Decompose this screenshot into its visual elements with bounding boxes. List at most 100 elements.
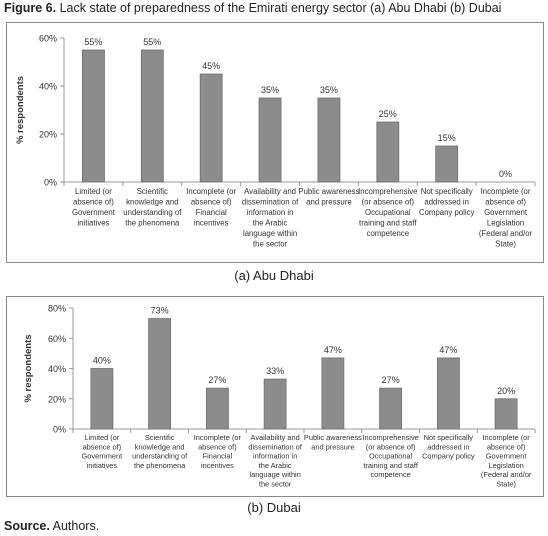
- abu-dhabi-category-label-line: absence of): [73, 198, 114, 207]
- dubai-bar: [436, 357, 460, 430]
- dubai-category-label-line: absence of): [487, 442, 526, 451]
- abu-dhabi-bar: [199, 73, 223, 183]
- abu-dhabi-y-tick-label: 40%: [39, 82, 57, 92]
- abu-dhabi-category-label: Public awareness and pressure: [298, 187, 359, 207]
- dubai-category-label-line: the phenomena: [134, 461, 186, 470]
- abu-dhabi-category-label-line: dissemination of: [242, 198, 299, 207]
- dubai-category-label-line: the sector: [259, 480, 292, 489]
- dubai-category-label: Incomplete (or absence of) Financial incent…: [194, 433, 242, 470]
- abu-dhabi-data-label: 55%: [143, 37, 161, 47]
- abu-dhabi-category-label-line: Government: [484, 208, 528, 217]
- abu-dhabi-y-tick-label: 60%: [39, 34, 57, 44]
- dubai-category-label: Incomprehensive (or absence of) Occupation…: [362, 433, 418, 479]
- dubai-data-label: 47%: [324, 345, 342, 355]
- abu-dhabi-category-label-line: Government: [72, 208, 116, 217]
- abu-dhabi-bar: [258, 97, 282, 183]
- dubai-category-label: Limited (or absence of) Government initiati…: [82, 433, 123, 470]
- chart-caption-dubai: (b) Dubai: [247, 500, 301, 515]
- dubai-category-label-line: dissemination of: [248, 442, 302, 451]
- figure-title-text: Lack state of preparedness of the Emirat…: [56, 1, 502, 15]
- dubai-category-label-line: Public awareness: [304, 433, 362, 442]
- dubai-category-label-line: Company policy: [422, 452, 475, 461]
- abu-dhabi-category-label-line: absence of): [485, 198, 526, 207]
- dubai-category-label-line: initiatives: [87, 461, 118, 470]
- abu-dhabi-category-label-line: and pressure: [306, 198, 352, 207]
- abu-dhabi-category-label-line: language within: [243, 229, 297, 238]
- abu-dhabi-data-label: 0%: [499, 169, 512, 179]
- abu-dhabi-data-label: 35%: [320, 85, 338, 95]
- dubai-y-tick-label: 60%: [48, 334, 66, 344]
- chart-panel-abu-dhabi: 0% 20% 40% 60% % respondents 55% Limited (or ab…: [6, 22, 544, 263]
- abu-dhabi-category-label-line: information in: [247, 208, 294, 217]
- dubai-bar: [148, 318, 172, 430]
- dubai-category-label-line: Government: [486, 452, 527, 461]
- dubai-category-label-line: addressed in: [427, 442, 469, 451]
- dubai-bar: [379, 387, 403, 430]
- abu-dhabi-category-label-line: training and staff: [359, 219, 417, 228]
- dubai-category-label-line: language within: [249, 470, 300, 479]
- dubai-category-label-line: (or absence of): [366, 442, 416, 451]
- dubai-bar: [494, 398, 518, 430]
- abu-dhabi-category-label-line: the Arabic: [253, 219, 288, 228]
- abu-dhabi-category-label-line: the sector: [253, 240, 288, 249]
- abu-dhabi-data-label: 35%: [261, 85, 279, 95]
- abu-dhabi-bar: [82, 49, 105, 183]
- abu-dhabi-category-label: Availability and dissemination of informat…: [242, 187, 299, 249]
- dubai-category-label-line: Incomprehensive: [362, 433, 418, 442]
- dubai-category-label-line: Occupational: [369, 452, 412, 461]
- figure-title-label: Figure 6.: [4, 1, 57, 15]
- dubai-data-label: 27%: [208, 375, 226, 385]
- dubai-category-label-line: Financial: [203, 452, 233, 461]
- abu-dhabi-category-label-line: Company policy: [419, 208, 475, 217]
- dubai-y-tick-label: 20%: [48, 394, 66, 404]
- dubai-category-label-line: Government: [82, 452, 123, 461]
- dubai-category-label-line: State): [496, 480, 516, 489]
- source-text: Authors.: [49, 519, 100, 533]
- abu-dhabi-category-label-line: incentives: [194, 219, 229, 228]
- dubai-category-label-line: training and staff: [363, 461, 418, 470]
- dubai-category-label-line: Limited (or: [84, 433, 119, 442]
- abu-dhabi-category-label-line: understanding of: [123, 208, 182, 217]
- abu-dhabi-category-label-line: Public awareness: [298, 187, 359, 196]
- dubai-category-label-line: competence: [370, 470, 410, 479]
- abu-dhabi-category-label: Incomprehensive (or absence of) Occupation…: [358, 187, 417, 238]
- abu-dhabi-category-label-line: (or absence of): [362, 198, 415, 207]
- abu-dhabi-data-label: 45%: [202, 61, 220, 71]
- abu-dhabi-bar: [376, 121, 400, 183]
- abu-dhabi-category-label-line: Incomplete (or: [186, 187, 236, 196]
- abu-dhabi-category-label-line: initiatives: [77, 219, 109, 228]
- abu-dhabi-bar: [140, 49, 164, 183]
- abu-dhabi-category-label: Incomplete (or absence of) Financial incent…: [186, 187, 236, 228]
- abu-dhabi-bar: [317, 97, 341, 183]
- dubai-category-label-line: absence of): [83, 442, 122, 451]
- dubai-data-label: 20%: [497, 386, 515, 396]
- dubai-bar: [263, 378, 287, 430]
- abu-dhabi-category-label-line: Not specifically: [421, 187, 473, 196]
- abu-dhabi-y-tick-label: 0%: [44, 178, 57, 188]
- dubai-category-label-line: Incomplete (or: [483, 433, 531, 442]
- abu-dhabi-data-label: 55%: [84, 37, 102, 47]
- dubai-y-axis-title: % respondents: [23, 334, 34, 402]
- abu-dhabi-category-label-line: Incomplete (or: [481, 187, 531, 196]
- dubai-category-label-line: Not specifically: [424, 433, 474, 442]
- abu-dhabi-bar: [435, 145, 459, 183]
- abu-dhabi-category-label-line: absence of): [191, 198, 232, 207]
- dubai-category-label-line: Scientific: [145, 433, 175, 442]
- dubai-category-label: Public awareness and pressure: [304, 433, 362, 451]
- dubai-y-tick-label: 0%: [53, 425, 66, 435]
- abu-dhabi-category-label-line: Availability and: [244, 187, 296, 196]
- chart-caption-abu-dhabi: (a) Abu Dhabi: [234, 268, 314, 283]
- abu-dhabi-category-label: Scientific knowledge and understanding of t…: [123, 187, 182, 228]
- dubai-y-tick-label: 40%: [48, 364, 66, 374]
- abu-dhabi-category-label-line: Limited (or: [75, 187, 112, 196]
- dubai-category-label-line: information in: [253, 452, 297, 461]
- dubai-category-label-line: understanding of: [132, 452, 188, 461]
- dubai-data-label: 33%: [266, 366, 284, 376]
- abu-dhabi-category-label-line: addressed in: [424, 198, 469, 207]
- abu-dhabi-category-label-line: knowledge and: [126, 198, 178, 207]
- abu-dhabi-category-label-line: Occupational: [365, 208, 411, 217]
- dubai-data-label: 27%: [382, 375, 400, 385]
- abu-dhabi-data-label: 25%: [379, 109, 397, 119]
- dubai-bar: [321, 357, 345, 430]
- dubai-category-label-line: absence of): [198, 442, 237, 451]
